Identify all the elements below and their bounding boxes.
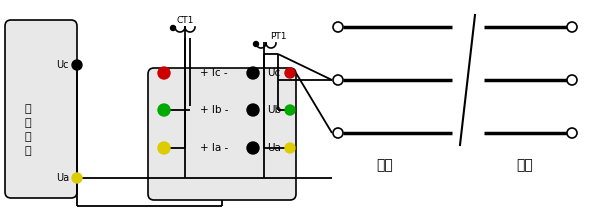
FancyBboxPatch shape bbox=[5, 20, 77, 198]
Text: + Ib -: + Ib - bbox=[199, 105, 228, 115]
Text: Uc: Uc bbox=[56, 60, 69, 70]
Circle shape bbox=[171, 26, 176, 31]
FancyBboxPatch shape bbox=[148, 68, 296, 200]
Circle shape bbox=[567, 128, 577, 138]
Circle shape bbox=[158, 142, 170, 154]
Text: + Ic -: + Ic - bbox=[200, 68, 228, 78]
Circle shape bbox=[285, 105, 295, 115]
Text: Uc: Uc bbox=[267, 68, 280, 78]
Text: CT1: CT1 bbox=[176, 16, 193, 25]
Circle shape bbox=[285, 143, 295, 153]
Text: Ua: Ua bbox=[56, 173, 69, 183]
Circle shape bbox=[247, 67, 259, 79]
Text: 始端: 始端 bbox=[377, 158, 394, 172]
Circle shape bbox=[247, 104, 259, 116]
Circle shape bbox=[285, 68, 295, 78]
Circle shape bbox=[567, 75, 577, 85]
Circle shape bbox=[253, 41, 259, 46]
Circle shape bbox=[247, 142, 259, 154]
Circle shape bbox=[72, 173, 82, 183]
Text: PT1: PT1 bbox=[270, 32, 286, 41]
Circle shape bbox=[158, 67, 170, 79]
Text: 单
相
电
源: 单 相 电 源 bbox=[25, 104, 31, 156]
Text: Ua: Ua bbox=[267, 143, 281, 153]
Circle shape bbox=[567, 22, 577, 32]
Text: + Ia -: + Ia - bbox=[200, 143, 228, 153]
Circle shape bbox=[333, 75, 343, 85]
Circle shape bbox=[158, 104, 170, 116]
Circle shape bbox=[333, 22, 343, 32]
Circle shape bbox=[72, 60, 82, 70]
Text: 末端: 末端 bbox=[516, 158, 533, 172]
Text: Ub: Ub bbox=[267, 105, 281, 115]
Circle shape bbox=[333, 128, 343, 138]
